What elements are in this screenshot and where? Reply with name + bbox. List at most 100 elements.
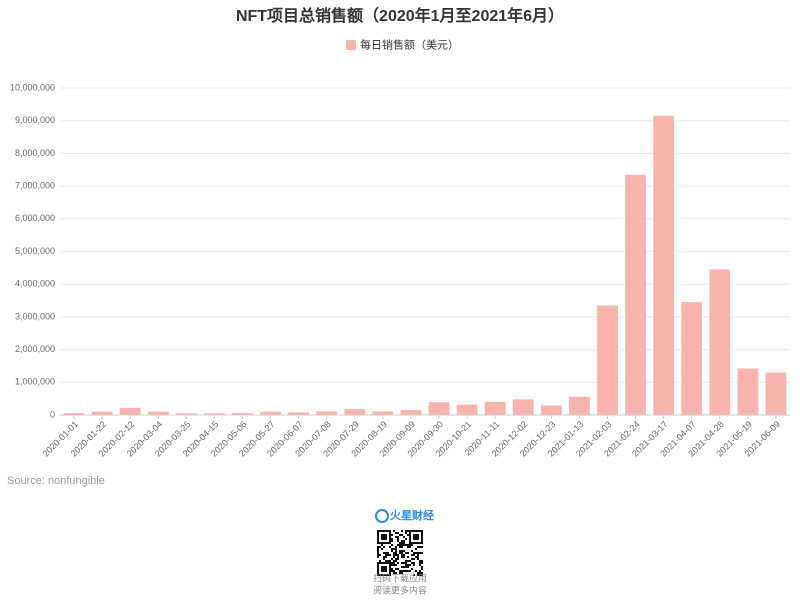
- bar: [709, 269, 731, 415]
- y-tick-label: 10,000,000: [10, 82, 55, 92]
- logo-icon: [375, 509, 389, 523]
- qr-cell: [399, 572, 401, 574]
- legend-swatch: [346, 40, 356, 50]
- bar: [147, 411, 169, 415]
- y-tick-label: 0: [50, 409, 55, 419]
- qr-cell: [413, 554, 415, 556]
- qr-cell: [377, 572, 379, 574]
- qr-code: [377, 530, 423, 576]
- bar: [175, 413, 197, 415]
- bar: [569, 396, 590, 415]
- qr-cell: [419, 552, 421, 554]
- y-tick-label: 3,000,000: [15, 311, 55, 321]
- qr-cell: [405, 566, 407, 568]
- qr-cell: [401, 550, 403, 552]
- qr-cell: [391, 538, 393, 540]
- qr-cell: [385, 568, 387, 570]
- qr-cell: [413, 534, 415, 536]
- qr-cell: [397, 540, 399, 542]
- bar: [288, 412, 310, 415]
- qr-cell: [383, 566, 385, 568]
- qr-cell: [377, 574, 379, 576]
- qr-cell: [417, 530, 419, 532]
- footer-line: 阅读更多内容: [373, 584, 427, 595]
- qr-cell: [395, 552, 397, 554]
- brand: 火星财经: [390, 508, 434, 522]
- y-tick-label: 2,000,000: [15, 344, 55, 354]
- qr-cell: [421, 530, 423, 532]
- qr-cell: [413, 542, 415, 544]
- qr-cell: [407, 560, 409, 562]
- qr-cell: [417, 574, 419, 576]
- qr-cell: [377, 532, 379, 534]
- qr-cell: [389, 562, 391, 564]
- qr-cell: [421, 540, 423, 542]
- qr-cell: [421, 574, 423, 576]
- qr-cell: [411, 550, 413, 552]
- qr-cell: [397, 544, 399, 546]
- qr-cell: [385, 570, 387, 572]
- qr-cell: [407, 566, 409, 568]
- qr-cell: [409, 540, 411, 542]
- qr-cell: [389, 554, 391, 556]
- qr-cell: [385, 534, 387, 536]
- qr-cell: [389, 534, 391, 536]
- qr-cell: [391, 564, 393, 566]
- qr-cell: [399, 544, 401, 546]
- bar: [344, 409, 366, 415]
- qr-cell: [377, 542, 379, 544]
- qr-cell: [403, 536, 405, 538]
- qr-cell: [413, 538, 415, 540]
- qr-cell: [385, 554, 387, 556]
- qr-cell: [383, 530, 385, 532]
- qr-cell: [383, 558, 385, 560]
- qr-cell: [405, 552, 407, 554]
- qr-cell: [389, 542, 391, 544]
- qr-cell: [385, 536, 387, 538]
- qr-cell: [395, 572, 397, 574]
- qr-cell: [379, 562, 381, 564]
- qr-cell: [397, 558, 399, 560]
- qr-cell: [405, 532, 407, 534]
- qr-cell: [393, 548, 395, 550]
- qr-cell: [391, 548, 393, 550]
- qr-cell: [417, 534, 419, 536]
- qr-cell: [417, 558, 419, 560]
- qr-cell: [379, 560, 381, 562]
- chart-title: NFT项目总销售额（2020年1月至2021年6月）: [236, 6, 564, 25]
- bar: [428, 402, 450, 415]
- qr-cell: [417, 542, 419, 544]
- qr-cell: [401, 562, 403, 564]
- qr-cell: [391, 570, 393, 572]
- qr-cell: [407, 556, 409, 558]
- qr-cell: [387, 552, 389, 554]
- qr-cell: [407, 544, 409, 546]
- qr-cell: [415, 536, 417, 538]
- qr-cell: [407, 564, 409, 566]
- qr-cell: [391, 540, 393, 542]
- qr-cell: [403, 566, 405, 568]
- qr-cell: [403, 540, 405, 542]
- qr-cell: [413, 574, 415, 576]
- qr-cell: [407, 552, 409, 554]
- qr-cell: [411, 554, 413, 556]
- qr-cell: [409, 544, 411, 546]
- qr-cell: [377, 552, 379, 554]
- qr-cell: [389, 546, 391, 548]
- qr-cell: [381, 568, 383, 570]
- qr-cell: [393, 570, 395, 572]
- qr-cell: [381, 548, 383, 550]
- qr-cell: [421, 562, 423, 564]
- qr-cell: [413, 564, 415, 566]
- bar: [204, 413, 225, 415]
- qr-cell: [379, 546, 381, 548]
- qr-cell: [421, 560, 423, 562]
- qr-cell: [389, 570, 391, 572]
- qr-cell: [409, 536, 411, 538]
- qr-cell: [421, 536, 423, 538]
- qr-cell: [405, 564, 407, 566]
- qr-cell: [419, 572, 421, 574]
- qr-cell: [419, 560, 421, 562]
- qr-cell: [411, 530, 413, 532]
- qr-cell: [419, 574, 421, 576]
